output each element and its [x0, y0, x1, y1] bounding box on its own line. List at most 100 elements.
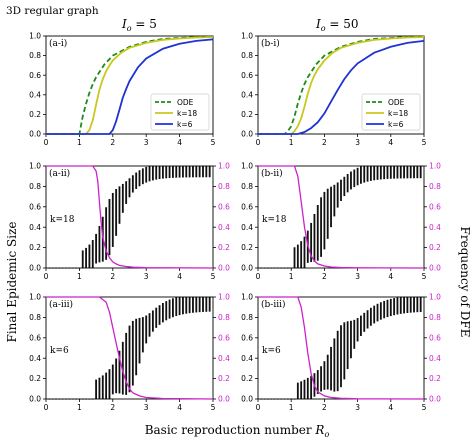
bar-mark: [316, 370, 319, 394]
bar-mark: [403, 297, 405, 314]
x-tick-label: 0: [44, 403, 49, 412]
bar-mark: [158, 166, 161, 180]
bar-mark: [343, 176, 346, 197]
bar-mark: [192, 297, 194, 313]
bar-mark: [138, 317, 141, 364]
y-tick-label: 0.8: [241, 182, 253, 191]
y2-tick-label: 0.4: [429, 223, 441, 232]
y2-tick-label: 0.4: [429, 354, 441, 363]
bar-mark: [105, 372, 108, 399]
bar-mark: [175, 297, 178, 317]
bar-mark: [326, 354, 329, 390]
bar-mark: [383, 300, 386, 319]
panel-b-i: 0 1 2 3 4 5 0.0 0.2 0.4 0.6 0.8 1.0 (b-i) ODE k=18 k=6: [241, 32, 427, 147]
y2-tick-label: 0.8: [429, 313, 441, 322]
bar-mark: [125, 181, 128, 204]
y2-tick-label: 1.0: [218, 162, 230, 171]
y2-tick-label: 0.8: [218, 313, 230, 322]
bar-mark: [386, 299, 389, 318]
bar-mark: [306, 377, 309, 399]
bar-mark: [98, 226, 101, 263]
bar-mark: [320, 366, 322, 392]
bar-mark: [376, 303, 379, 322]
panel-label: (a-ii): [49, 168, 70, 179]
bar-mark: [326, 188, 329, 239]
y-tick-label: 0.2: [241, 110, 253, 119]
bar-mark: [145, 166, 148, 183]
y-tick-label: 0.0: [29, 395, 41, 404]
bar-mark: [310, 222, 313, 263]
bar-mark: [340, 179, 342, 201]
bar-mark: [313, 214, 316, 262]
x-tick-label: 4: [177, 272, 182, 281]
bar-mark: [310, 375, 313, 399]
bar-mark: [383, 166, 386, 180]
y-tick-label: 0.0: [29, 264, 41, 273]
series-line-k6: [46, 38, 214, 135]
bar-mark: [336, 182, 339, 208]
bar-mark: [366, 166, 369, 182]
x-tick-label: 4: [388, 403, 393, 412]
bar-mark: [128, 178, 131, 198]
bar-mark: [91, 240, 94, 268]
x-tick-label: 3: [355, 272, 360, 281]
panel-label: (a-iii): [49, 299, 73, 310]
y-tick-label: 0.2: [29, 374, 41, 383]
bar-mark: [115, 358, 118, 394]
x-tick-label: 5: [422, 403, 427, 412]
panel-a-ii: 0 1 2 3 4 50.00.20.40.60.81.00.00.20.40.60.81…: [29, 162, 230, 281]
bar-mark: [85, 247, 87, 268]
axes-frame: [257, 35, 425, 135]
x-tick-label: 3: [144, 272, 149, 281]
x-tick-label: 0: [256, 272, 261, 281]
x-tick-label: 3: [355, 403, 360, 412]
x-tick-label: 2: [110, 138, 115, 147]
y2-tick-label: 0.2: [429, 243, 441, 252]
bar-mark: [373, 305, 376, 324]
bar-mark: [409, 297, 412, 313]
bar-mark: [416, 297, 419, 313]
panel-b-ii: 0 1 2 3 4 50.00.20.40.60.81.00.00.20.40.60.81…: [241, 162, 441, 281]
x-tick-label: 0: [44, 138, 49, 147]
x-tick-label: 2: [322, 272, 327, 281]
bar-mark: [350, 171, 352, 190]
bar-mark: [175, 166, 178, 178]
bar-mark: [165, 301, 168, 321]
y2-tick-label: 1.0: [429, 293, 441, 302]
left-ylabel: Final Epidemic Size: [5, 222, 19, 343]
y-tick-label: 0.6: [241, 202, 253, 211]
bar-mark: [320, 197, 322, 257]
y-tick-label: 1.0: [241, 293, 253, 302]
y-tick-label: 0.2: [29, 110, 41, 119]
y-tick-label: 0.0: [241, 264, 253, 273]
y-tick-label: 0.4: [29, 354, 41, 363]
bar-mark: [195, 166, 198, 178]
legend-label: ODE: [177, 98, 194, 107]
bar-mark: [205, 297, 208, 312]
y-tick-label: 0.0: [241, 395, 253, 404]
bar-mark: [379, 302, 382, 320]
x-tick-label: 2: [322, 138, 327, 147]
x-tick-label: 1: [77, 403, 82, 412]
legend-label: k=6: [388, 120, 404, 129]
bar-mark: [81, 250, 84, 268]
bar-mark: [188, 166, 191, 178]
bar-mark: [118, 186, 121, 224]
y2-tick-label: 0.4: [218, 223, 230, 232]
bar-mark: [333, 184, 336, 217]
bar-mark: [363, 312, 366, 332]
bar-mark: [161, 302, 164, 323]
x-tick-label: 2: [110, 272, 115, 281]
y2-tick-label: 0.6: [218, 202, 230, 211]
y-tick-label: 0.8: [241, 313, 253, 322]
dfe-curve: [258, 296, 425, 400]
y-tick-label: 0.4: [29, 90, 41, 99]
bar-mark: [413, 297, 415, 313]
y-tick-label: 0.4: [241, 354, 253, 363]
series-line-ODE: [258, 35, 425, 135]
bar-mark: [208, 166, 211, 178]
y-tick-label: 0.6: [29, 71, 41, 80]
bar-mark: [296, 382, 299, 399]
dfe-curve: [46, 296, 214, 400]
bar-mark: [346, 321, 349, 370]
